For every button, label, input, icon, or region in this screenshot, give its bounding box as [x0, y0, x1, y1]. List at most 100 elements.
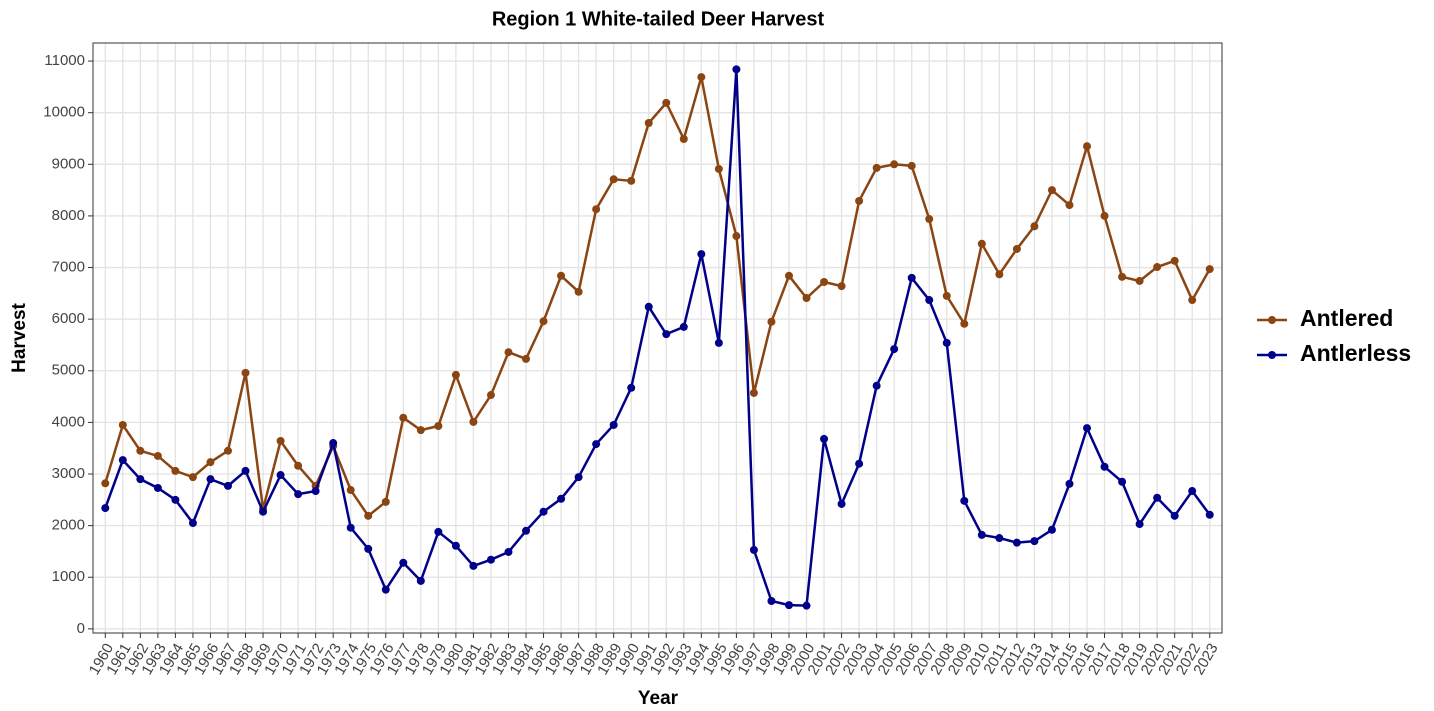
data-point [153, 483, 162, 492]
legend-swatch-dot [1268, 351, 1276, 359]
data-point [872, 381, 881, 390]
x-axis-title: Year [638, 688, 679, 709]
data-point [136, 446, 145, 455]
data-point [890, 160, 899, 169]
data-point [574, 473, 583, 482]
series-line [104, 76, 1211, 518]
y-tick-label: 9000 [52, 155, 85, 172]
data-point [925, 296, 934, 305]
y-tick-label: 1000 [52, 568, 85, 585]
y-tick-label: 11000 [44, 52, 85, 69]
data-point [714, 164, 723, 173]
legend-label: Antlered [1300, 305, 1393, 331]
data-point [907, 161, 916, 170]
data-point [1083, 142, 1092, 151]
data-point [1135, 520, 1144, 529]
data-point [609, 420, 618, 429]
data-point [223, 446, 232, 455]
data-point [1205, 265, 1214, 274]
y-axis-title: Harvest [9, 302, 30, 372]
data-point [890, 345, 899, 354]
data-point [539, 317, 548, 326]
data-point [767, 596, 776, 605]
data-point [259, 507, 268, 516]
data-point [188, 519, 197, 528]
data-point [644, 119, 653, 128]
data-point [434, 527, 443, 536]
data-point [136, 475, 145, 484]
data-point [118, 420, 127, 429]
data-point [1047, 525, 1056, 534]
data-point [1083, 424, 1092, 433]
data-point [1188, 487, 1197, 496]
data-point [504, 547, 513, 556]
data-point [592, 205, 601, 214]
data-point [627, 383, 636, 392]
y-tick-label: 8000 [52, 207, 85, 224]
y-tick-label: 0 [77, 620, 85, 637]
data-point [1012, 538, 1021, 547]
data-point [557, 494, 566, 503]
data-point [679, 322, 688, 331]
data-point [557, 271, 566, 280]
data-point [434, 422, 443, 431]
data-point [1047, 186, 1056, 195]
data-point [381, 585, 390, 594]
data-point [1153, 493, 1162, 502]
data-point [486, 391, 495, 400]
data-point [346, 486, 355, 495]
data-point [399, 413, 408, 422]
data-point [662, 330, 671, 339]
data-point [872, 163, 881, 172]
data-point [855, 196, 864, 205]
data-point [1065, 479, 1074, 488]
data-point [1065, 201, 1074, 210]
data-point [522, 526, 531, 535]
data-point [662, 98, 671, 107]
data-point [820, 277, 829, 286]
data-point [714, 338, 723, 347]
data-point [469, 417, 478, 426]
data-point [241, 466, 250, 475]
data-point [679, 135, 688, 144]
data-point [960, 319, 969, 328]
data-point [627, 176, 636, 185]
data-point [276, 436, 285, 445]
data-point [153, 451, 162, 460]
data-point [609, 175, 618, 184]
data-point [276, 471, 285, 480]
data-point [1188, 296, 1197, 305]
data-point [311, 487, 320, 496]
data-point [364, 544, 373, 553]
data-point [346, 523, 355, 532]
data-point [399, 558, 408, 567]
data-point [522, 354, 531, 363]
data-point [644, 302, 653, 311]
data-point [1118, 477, 1127, 486]
data-point [907, 273, 916, 282]
y-tick-label: 2000 [52, 517, 85, 534]
data-point [101, 504, 110, 513]
data-point [749, 388, 758, 397]
data-point [855, 459, 864, 468]
data-point [837, 282, 846, 291]
data-point [451, 370, 460, 379]
data-point [1030, 537, 1039, 546]
data-point [995, 534, 1004, 543]
data-point [416, 576, 425, 585]
data-point [837, 499, 846, 508]
data-point [171, 466, 180, 475]
data-point [171, 495, 180, 504]
data-point [802, 293, 811, 302]
data-point [294, 490, 303, 499]
data-point [469, 561, 478, 570]
data-point [1118, 272, 1127, 281]
data-point [206, 458, 215, 467]
data-point [977, 530, 986, 539]
y-tick-label: 3000 [52, 465, 85, 482]
data-point [101, 479, 110, 488]
y-tick-label: 5000 [52, 362, 85, 379]
data-point [802, 601, 811, 610]
data-point [942, 338, 951, 347]
